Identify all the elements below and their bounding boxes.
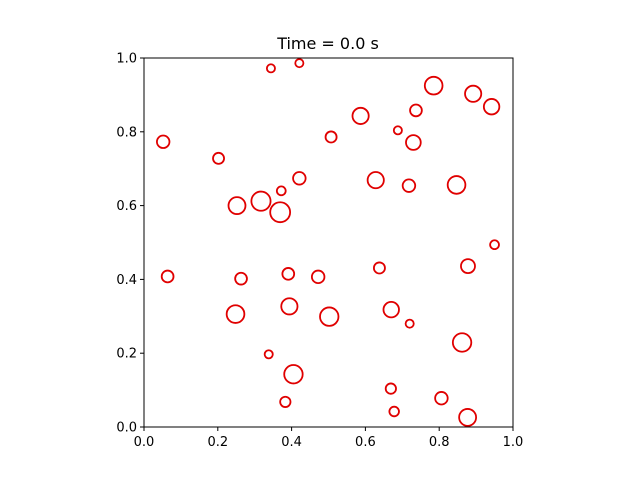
data-point-28 [319,306,340,327]
x-axis: 0.0 0.2 0.4 0.6 0.8 1.0 [134,427,524,450]
data-point-7 [324,130,338,144]
data-point-24 [310,269,326,284]
data-point-22 [372,261,386,275]
data-point-36 [279,395,292,408]
data-point-35 [384,382,397,395]
data-point-2 [423,75,444,96]
data-point-37 [434,391,449,406]
data-point-31 [404,318,415,329]
data-point-12 [292,171,307,186]
y-axis: 0.0 0.2 0.4 0.6 0.8 1.0 [116,52,144,436]
data-point-26 [234,271,248,286]
data-point-1 [294,58,305,69]
data-point-33 [263,349,274,360]
data-point-32 [451,332,473,353]
data-point-13 [366,171,385,190]
points-layer [156,58,501,427]
x-tick-label: 0.6 [355,435,376,450]
data-point-34 [283,364,304,385]
x-tick-label: 0.8 [429,435,450,450]
x-tick-label: 0.2 [207,435,228,450]
data-point-15 [446,175,467,195]
x-tick-label: 0.4 [281,435,302,450]
data-point-17 [227,196,247,215]
data-point-30 [225,304,246,324]
data-point-9 [405,134,422,151]
data-point-16 [275,185,287,197]
data-point-6 [351,106,370,125]
data-point-27 [280,297,299,316]
y-tick-label: 0.6 [116,199,137,214]
data-point-19 [269,201,292,224]
data-point-21 [460,258,476,275]
data-point-4 [482,98,501,116]
data-point-29 [382,301,400,319]
data-point-25 [160,269,175,284]
x-tick-label: 1.0 [503,435,524,450]
data-point-3 [464,84,483,103]
y-tick-label: 1.0 [116,52,137,67]
data-point-18 [250,190,272,212]
y-tick-label: 0.8 [116,125,137,140]
y-tick-label: 0.4 [116,273,137,288]
data-point-5 [409,103,423,118]
y-tick-label: 0.0 [116,421,137,436]
data-point-14 [401,178,417,193]
data-point-10 [156,134,171,149]
y-tick-label: 0.2 [116,347,137,362]
axes-frame [143,57,514,428]
data-point-39 [458,408,478,427]
data-point-11 [212,151,225,165]
data-point-38 [388,405,400,418]
data-point-0 [265,63,276,74]
data-point-8 [392,125,403,136]
x-tick-label: 0.0 [134,435,155,450]
data-point-20 [489,239,500,251]
chart-title: Time = 0.0 s [276,34,379,53]
data-point-23 [281,267,296,281]
